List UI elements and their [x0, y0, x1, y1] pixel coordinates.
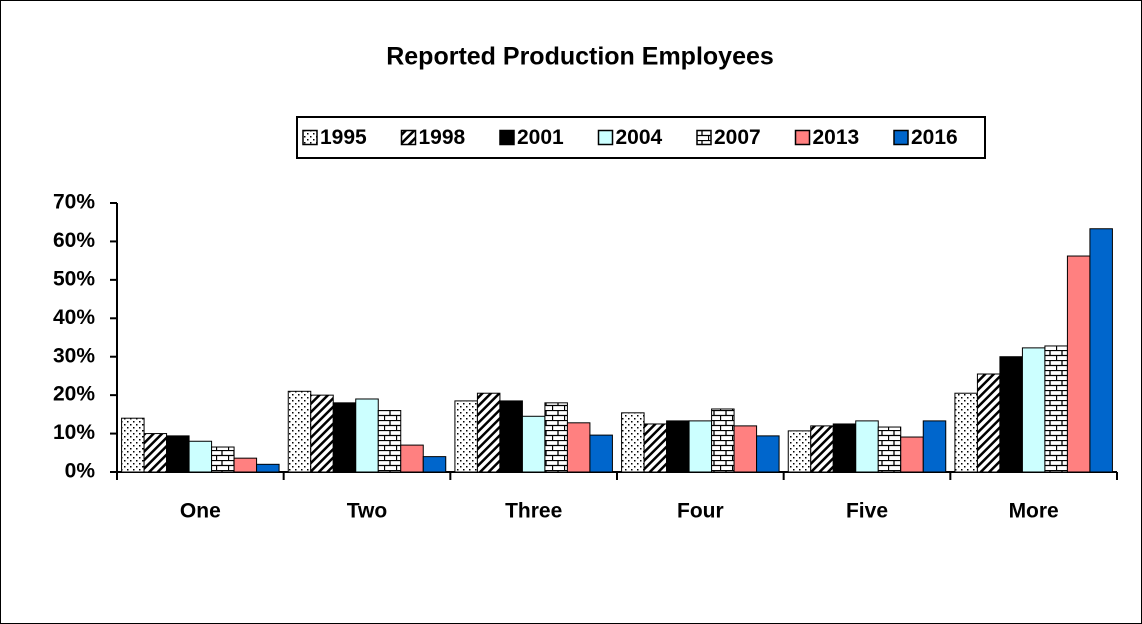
- x-tick-label: Five: [846, 500, 888, 523]
- bar: [855, 420, 879, 473]
- bar: [211, 446, 235, 473]
- bar: [400, 444, 424, 473]
- bar: [976, 373, 1001, 473]
- legend-label: 2013: [813, 126, 860, 149]
- bar: [121, 417, 145, 473]
- y-tick-label: 0%: [65, 460, 96, 483]
- legend-label: 2007: [714, 126, 761, 149]
- legend-swatch: [499, 129, 515, 146]
- bar: [1021, 347, 1046, 473]
- bar: [166, 435, 190, 473]
- bar: [900, 436, 924, 473]
- bar: [787, 430, 812, 473]
- x-tick-label: Two: [347, 500, 387, 523]
- y-tick-label: 40%: [53, 306, 95, 329]
- bar: [756, 435, 780, 473]
- bar: [454, 400, 478, 473]
- bar: [188, 440, 213, 473]
- bar: [310, 394, 334, 473]
- legend-swatch: [597, 129, 614, 146]
- bar: [1066, 255, 1091, 473]
- bar: [711, 408, 735, 473]
- bar: [256, 463, 280, 473]
- bar: [499, 400, 523, 473]
- bar: [810, 425, 834, 473]
- bar: [877, 426, 902, 473]
- bar: [666, 420, 690, 473]
- bar: [1044, 345, 1068, 473]
- bar: [332, 402, 357, 473]
- bar: [422, 456, 447, 473]
- bar: [377, 410, 402, 473]
- bar: [832, 423, 857, 473]
- y-tick-label: 60%: [53, 229, 95, 252]
- chart-title: Reported Production Employees: [386, 43, 774, 71]
- x-tick-label: One: [180, 500, 221, 523]
- legend-swatch: [893, 129, 909, 146]
- bar: [233, 457, 258, 473]
- legend-label: 1995: [320, 126, 367, 149]
- bar: [589, 434, 613, 473]
- legend-label: 2004: [616, 126, 663, 149]
- bar: [621, 412, 645, 473]
- x-tick-label: Four: [677, 500, 724, 523]
- bar: [143, 433, 168, 473]
- y-tick-label: 20%: [53, 383, 95, 406]
- x-tick-label: Three: [505, 500, 562, 523]
- bar: [999, 356, 1023, 473]
- legend-swatch: [696, 129, 712, 146]
- bar: [287, 390, 312, 473]
- bar: [355, 398, 379, 473]
- bar: [643, 423, 668, 473]
- bar: [922, 420, 947, 473]
- x-tick-label: More: [1009, 500, 1059, 523]
- bar: [476, 392, 501, 473]
- legend-swatch: [400, 129, 417, 146]
- bar: [954, 392, 978, 473]
- legend-swatch: [302, 129, 318, 146]
- bar: [733, 425, 758, 473]
- bar: [566, 422, 591, 473]
- legend-swatch: [794, 129, 811, 146]
- y-tick-label: 50%: [53, 267, 95, 290]
- legend-label: 1998: [419, 126, 466, 149]
- bar: [1089, 228, 1113, 473]
- y-tick-label: 10%: [53, 421, 95, 444]
- legend-label: 2016: [911, 126, 958, 149]
- bar: [544, 402, 568, 473]
- bar: [688, 420, 713, 473]
- bar: [521, 415, 546, 473]
- y-tick-label: 30%: [53, 344, 95, 367]
- y-tick-label: 70%: [53, 191, 95, 214]
- legend-label: 2001: [517, 126, 564, 149]
